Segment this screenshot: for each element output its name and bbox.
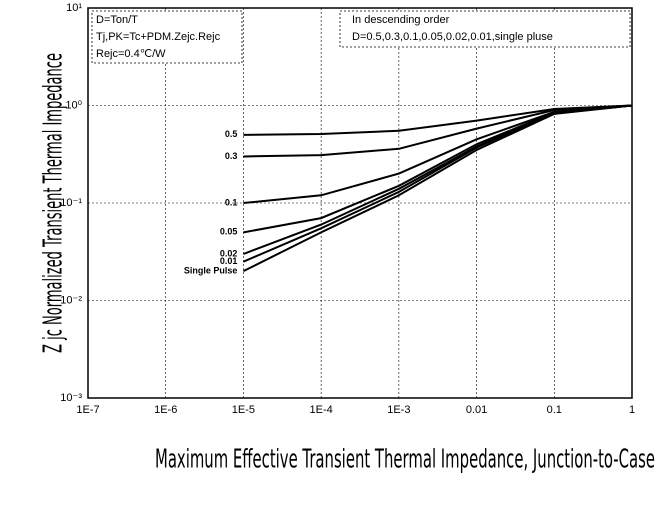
x-tick-label: 1 [629, 404, 635, 416]
annotation-box [339, 10, 631, 48]
y-tick-label: 10¹ [66, 2, 82, 14]
annotation: Tj,PK=Tc+PDM.Zejc.Rejc [96, 31, 221, 43]
x-tick-label: 1E-3 [387, 404, 410, 416]
series-line [243, 104, 633, 158]
y-tick-label: 10⁻² [60, 294, 82, 306]
series-line [242, 104, 633, 272]
annotation: Rejc=0.4℃/W [96, 48, 166, 60]
x-tick-label: 1E-5 [232, 404, 255, 416]
curve-label: Single Pulse [184, 266, 238, 276]
curve-label: 0.02 [220, 248, 238, 258]
y-tick-label: 10⁻¹ [60, 197, 82, 209]
y-tick-label: 10⁰ [65, 99, 82, 111]
annotation: D=0.5,0.3,0.1,0.05,0.02,0.01,single plus… [352, 31, 553, 43]
x-axis-title: Maximum Effective Transient Thermal Impe… [155, 445, 655, 475]
x-tick-label: 0.01 [466, 404, 487, 416]
curve-label: 0.1 [225, 197, 238, 207]
curve-label: 0.05 [220, 227, 238, 237]
curve-label: 0.01 [220, 256, 238, 266]
annotation: D=Ton/T [96, 14, 138, 26]
curve-label: 0.3 [225, 151, 238, 161]
x-tick-label: 1E-7 [76, 404, 99, 416]
y-tick-label: 10⁻³ [60, 392, 82, 404]
curve-label: 0.5 [225, 129, 238, 139]
annotation-box [91, 10, 243, 64]
y-axis-title: Z jc Normalized Transient Thermal Impeda… [39, 53, 69, 353]
x-tick-label: 1E-6 [154, 404, 177, 416]
x-tick-label: 1E-4 [310, 404, 333, 416]
x-tick-label: 0.1 [547, 404, 562, 416]
annotation: In descending order [352, 14, 450, 26]
